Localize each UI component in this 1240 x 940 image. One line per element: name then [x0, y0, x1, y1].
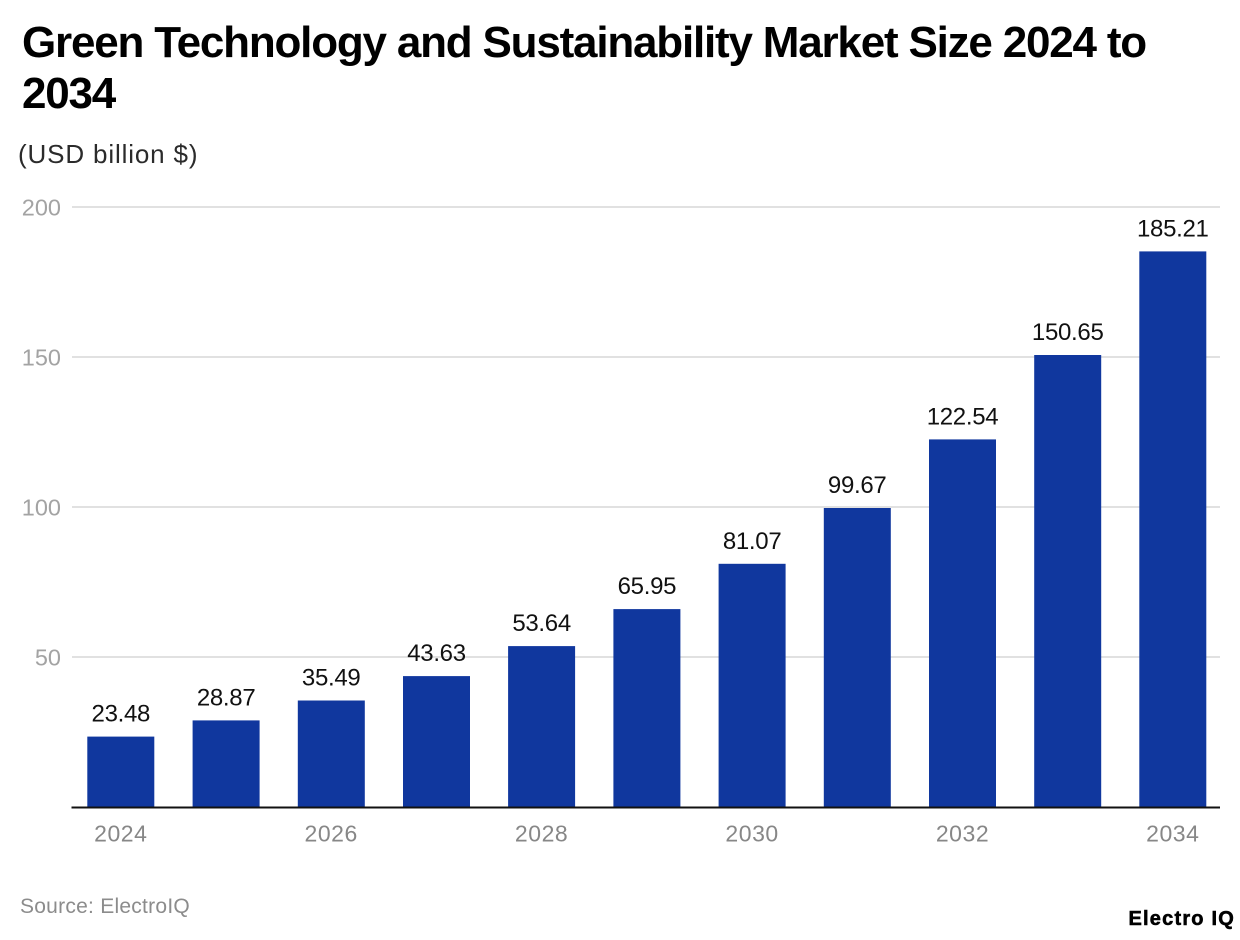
- svg-text:23.48: 23.48: [92, 701, 151, 728]
- svg-text:35.49: 35.49: [302, 665, 361, 692]
- svg-text:2034: 2034: [1146, 820, 1199, 846]
- svg-text:2028: 2028: [515, 820, 568, 846]
- svg-text:122.54: 122.54: [927, 403, 999, 430]
- svg-text:53.64: 53.64: [512, 610, 571, 637]
- svg-text:50: 50: [35, 645, 61, 671]
- svg-text:2024: 2024: [94, 820, 147, 846]
- svg-text:200: 200: [22, 195, 61, 221]
- svg-text:28.87: 28.87: [197, 684, 256, 711]
- svg-text:65.95: 65.95: [618, 573, 677, 600]
- svg-text:43.63: 43.63: [407, 640, 466, 667]
- svg-text:2030: 2030: [725, 820, 778, 846]
- svg-text:150.65: 150.65: [1032, 319, 1104, 346]
- svg-text:150: 150: [22, 345, 61, 371]
- svg-text:185.21: 185.21: [1137, 215, 1209, 242]
- svg-text:2026: 2026: [305, 820, 358, 846]
- svg-text:99.67: 99.67: [828, 472, 887, 499]
- svg-text:100: 100: [22, 495, 61, 521]
- svg-text:81.07: 81.07: [723, 528, 782, 555]
- svg-text:2032: 2032: [936, 820, 989, 846]
